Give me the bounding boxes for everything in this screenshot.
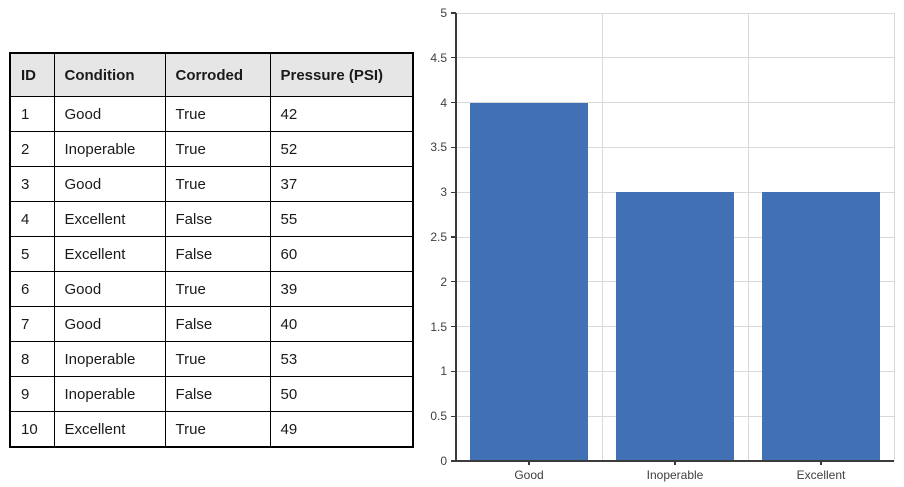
table-row: 3 Good True 37 — [9, 166, 414, 202]
table-cell: True — [164, 96, 271, 132]
table-cell: False — [164, 236, 271, 272]
y-gridline — [456, 102, 894, 104]
table-row: 4 Excellent False 55 — [9, 201, 414, 237]
x-axis-tick — [820, 461, 822, 465]
y-gridline — [456, 12, 894, 14]
y-gridline — [456, 57, 894, 59]
y-tick-label: 3.5 — [430, 140, 447, 155]
y-tick-label: 1 — [440, 364, 447, 379]
table-cell: True — [164, 271, 271, 307]
y-tick-label: 4.5 — [430, 50, 447, 65]
table-cell: 50 — [269, 376, 414, 412]
bar — [762, 192, 880, 461]
table-cell: 5 — [9, 236, 55, 272]
table-body: 1 Good True 42 2 Inoperable True 52 3 Good True 37 4… — [9, 96, 414, 448]
column-header: ID — [9, 52, 55, 97]
table-cell: 2 — [9, 131, 55, 167]
table-cell: Good — [53, 271, 166, 307]
table-cell: Excellent — [53, 201, 166, 237]
table-cell: 10 — [9, 411, 55, 448]
y-tick-label: 3 — [440, 185, 447, 200]
y-axis-tick — [451, 191, 456, 193]
pipe-data-table: ID Condition Corroded Pressure (PSI) 1 Good T… — [9, 52, 414, 448]
y-axis-tick — [451, 236, 456, 238]
condition-bar-chart: 0 0.5 1 1.5 2 2.5 3 3.5 4 4.5 5 Good Inoperable Excel… — [425, 0, 904, 487]
y-tick-label: 0 — [440, 454, 447, 468]
y-tick-label: 5 — [440, 6, 447, 20]
table-cell: Good — [53, 96, 166, 132]
table-cell: False — [164, 201, 271, 237]
table-cell: 7 — [9, 306, 55, 342]
x-axis-label: Excellent — [796, 468, 846, 482]
x-axis-tick — [674, 461, 676, 465]
x-axis-label: Good — [514, 468, 544, 482]
table-cell: 4 — [9, 201, 55, 237]
table-cell: 53 — [269, 341, 414, 377]
table-row: 1 Good True 42 — [9, 96, 414, 132]
x-axis-tick — [528, 461, 530, 465]
table-cell: Inoperable — [53, 131, 166, 167]
y-axis-tick — [451, 415, 456, 417]
table-header-row: ID Condition Corroded Pressure (PSI) — [9, 52, 414, 97]
y-tick-label: 2 — [440, 274, 447, 289]
column-header: Corroded — [164, 52, 271, 97]
y-axis-tick — [451, 12, 456, 14]
table-cell: True — [164, 411, 271, 448]
table-cell: Good — [53, 306, 166, 342]
table-cell: 1 — [9, 96, 55, 132]
table-cell: 37 — [269, 166, 414, 202]
y-gridline — [456, 146, 894, 148]
table-cell: 6 — [9, 271, 55, 307]
table-cell: False — [164, 376, 271, 412]
table-row: 9 Inoperable False 50 — [9, 376, 414, 412]
table-cell: Inoperable — [53, 341, 166, 377]
y-axis-tick — [451, 326, 456, 328]
table-cell: True — [164, 131, 271, 167]
x-axis-label: Inoperable — [646, 468, 704, 482]
table-row: 5 Excellent False 60 — [9, 236, 414, 272]
table-row: 6 Good True 39 — [9, 271, 414, 307]
y-axis-tick — [451, 281, 456, 283]
table-cell: 40 — [269, 306, 414, 342]
y-tick-label: 4 — [440, 95, 447, 110]
table-cell: 9 — [9, 376, 55, 412]
x-gridline — [747, 13, 749, 461]
table-row: 10 Excellent True 49 — [9, 411, 414, 448]
table-cell: Excellent — [53, 236, 166, 272]
column-header: Condition — [53, 52, 166, 97]
table-cell: 8 — [9, 341, 55, 377]
table-cell: 42 — [269, 96, 414, 132]
table-cell: False — [164, 306, 271, 342]
table-cell: Excellent — [53, 411, 166, 448]
x-gridline — [893, 13, 895, 461]
table-cell: True — [164, 341, 271, 377]
y-tick-label: 0.5 — [430, 409, 447, 424]
y-axis-line — [455, 13, 457, 461]
y-tick-label: 2.5 — [430, 230, 447, 244]
table-cell: 39 — [269, 271, 414, 307]
y-axis-tick — [451, 102, 456, 104]
table-cell: 55 — [269, 201, 414, 237]
table-cell: 52 — [269, 131, 414, 167]
column-header: Pressure (PSI) — [269, 52, 414, 97]
y-axis-tick — [451, 57, 456, 59]
table-cell: 49 — [269, 411, 414, 448]
x-axis-line — [451, 460, 894, 462]
table-row: 2 Inoperable True 52 — [9, 131, 414, 167]
y-axis-tick — [451, 146, 456, 148]
table-cell: Good — [53, 166, 166, 202]
table-cell: True — [164, 166, 271, 202]
table-row: 8 Inoperable True 53 — [9, 341, 414, 377]
bar — [616, 192, 734, 461]
table-cell: 3 — [9, 166, 55, 202]
bar — [470, 102, 588, 461]
table-cell: 60 — [269, 236, 414, 272]
table-cell: Inoperable — [53, 376, 166, 412]
x-gridline — [601, 13, 603, 461]
table-header: ID Condition Corroded Pressure (PSI) — [9, 52, 414, 97]
y-axis-tick — [451, 370, 456, 372]
table-row: 7 Good False 40 — [9, 306, 414, 342]
y-tick-label: 1.5 — [430, 319, 447, 334]
